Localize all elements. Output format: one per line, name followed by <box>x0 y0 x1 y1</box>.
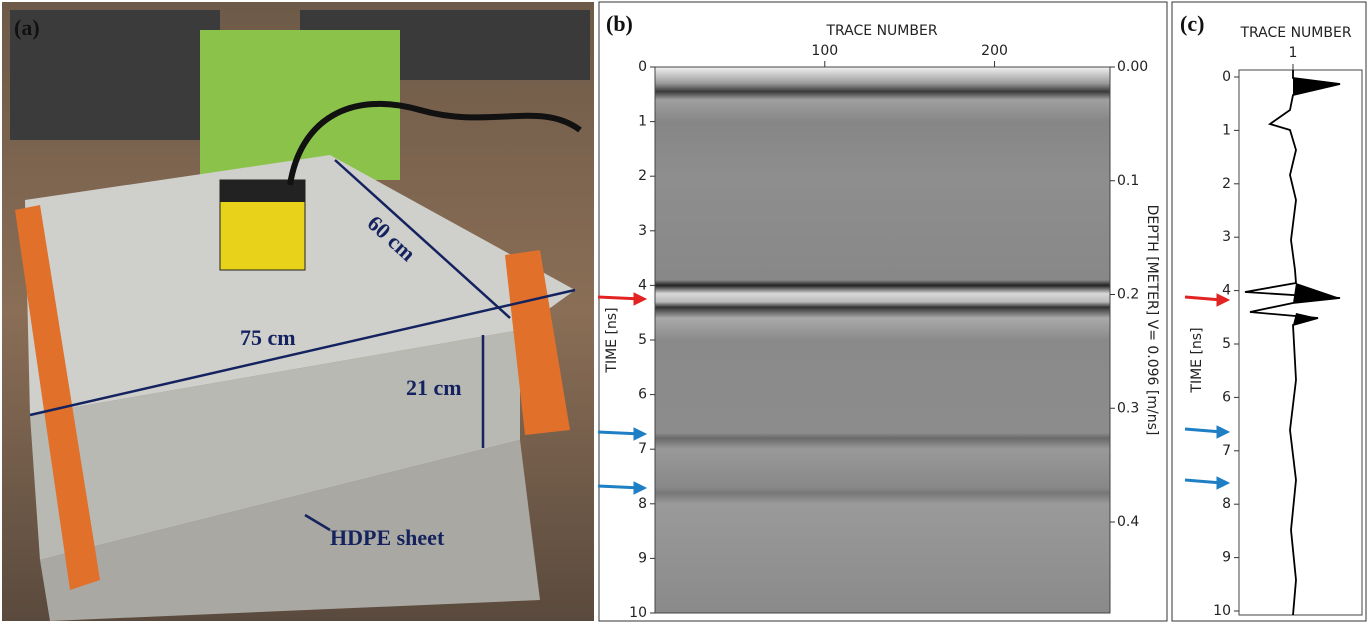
y-tick-label: 0 <box>638 59 647 75</box>
y-tick-label: 2 <box>638 168 647 184</box>
gpr-antenna-top <box>220 180 305 202</box>
y-tick-label: 4 <box>1222 283 1231 299</box>
x-tick-label: 1 <box>1289 45 1298 61</box>
strap <box>15 205 100 590</box>
strap <box>505 250 570 435</box>
y2-tick-label: 0.4 <box>1117 514 1139 530</box>
y-tick-label: 3 <box>638 223 647 239</box>
y2-tick-label: 0.3 <box>1117 400 1139 416</box>
y-tick-label: 3 <box>1222 229 1231 245</box>
waveform-fill <box>1293 78 1340 325</box>
y-tick-label: 6 <box>1222 389 1231 405</box>
y-tick-label: 6 <box>638 387 647 403</box>
x-axis-title: TRACE NUMBER <box>825 23 937 39</box>
panel-label: (c) <box>1180 11 1204 36</box>
dimension-label: 75 cm <box>240 325 296 350</box>
y-tick-label: 7 <box>1222 443 1231 459</box>
y-tick-label: 9 <box>1222 550 1231 566</box>
y-tick-label: 5 <box>638 332 647 348</box>
x-axis-title: TRACE NUMBER <box>1239 25 1351 41</box>
arrows <box>597 292 1231 495</box>
sheet-label: HDPE sheet <box>330 525 445 550</box>
y-axis-title: TIME [ns] <box>604 307 620 373</box>
y-axis-title: TIME [ns] <box>1189 327 1205 393</box>
y-tick-label: 9 <box>638 550 647 566</box>
dimension-label: 21 cm <box>406 375 462 400</box>
plot-frame <box>1238 69 1363 616</box>
y2-axis-title: DEPTH [METER] V= 0.096 [m/ns] <box>1144 205 1160 436</box>
photo-panel: (a) 60 cm 75 cm 21 cm HDPE sheet <box>2 2 594 621</box>
panel-label: (a) <box>14 15 40 40</box>
hdpe-sheet <box>40 440 540 621</box>
box-top <box>25 155 575 415</box>
y2-tick-label: 0.00 <box>1117 59 1148 75</box>
y-tick-label: 8 <box>1222 496 1231 512</box>
y-tick-label: 5 <box>1222 336 1231 352</box>
y-tick-label: 8 <box>638 496 647 512</box>
y-tick-label: 2 <box>1222 176 1231 192</box>
y-tick-label: 7 <box>638 441 647 457</box>
y-tick-label: 4 <box>638 277 647 293</box>
panel-label: (b) <box>606 11 633 36</box>
y2-tick-label: 0.2 <box>1117 287 1139 303</box>
y-tick-label: 0 <box>1222 69 1231 85</box>
y-tick-label: 1 <box>638 114 647 130</box>
y2-tick-label: 0.1 <box>1117 173 1139 189</box>
y-tick-label: 10 <box>629 605 647 621</box>
radargram <box>655 67 1110 613</box>
y-tick-label: 1 <box>1222 122 1231 138</box>
x-tick-label: 100 <box>811 43 838 59</box>
y-tick-label: 10 <box>1213 603 1231 619</box>
chair <box>10 10 220 140</box>
x-tick-label: 200 <box>981 43 1008 59</box>
box-side <box>30 330 520 560</box>
panel-frame <box>1171 1 1367 622</box>
cable <box>287 100 582 186</box>
dimension-arrows <box>29 159 576 532</box>
